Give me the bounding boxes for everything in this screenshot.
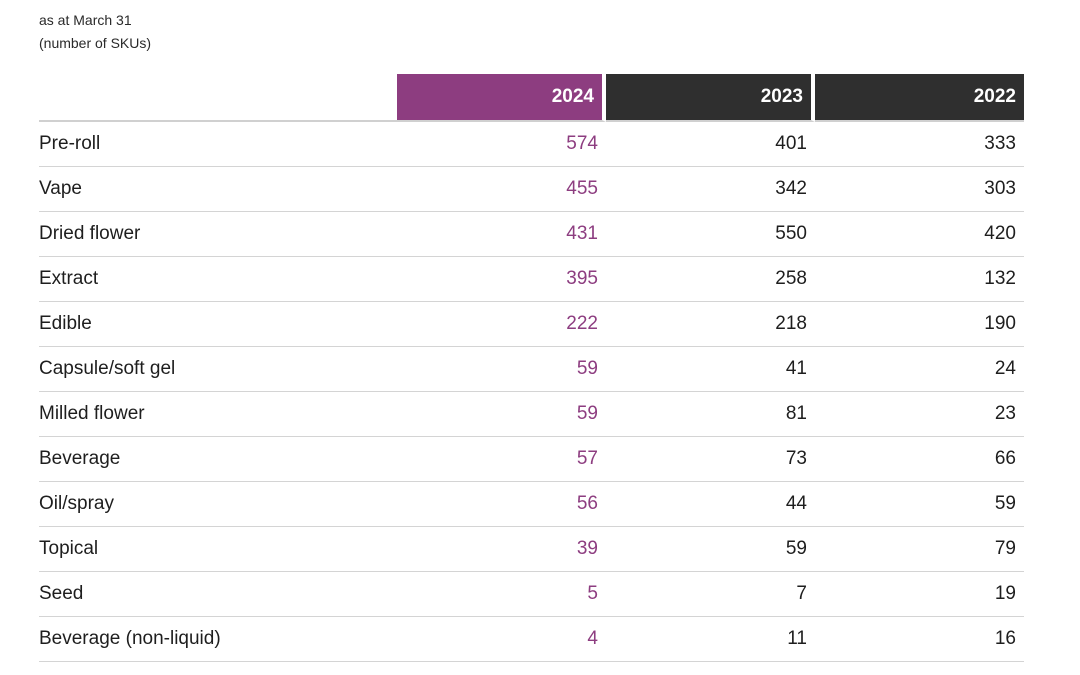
table-row: Edible 222 218 190	[39, 302, 1024, 347]
cell-2022: 19	[815, 572, 1024, 617]
table-row: Seed 5 7 19	[39, 572, 1024, 617]
table-row: Topical 39 59 79	[39, 527, 1024, 572]
row-label: Dried flower	[39, 212, 397, 257]
cell-2022: 79	[815, 527, 1024, 572]
cell-2023: 401	[606, 122, 815, 167]
table-row: Capsule/soft gel 59 41 24	[39, 347, 1024, 392]
row-label: Beverage (non-liquid)	[39, 617, 397, 662]
row-label: Capsule/soft gel	[39, 347, 397, 392]
header-year-2022: 2022	[815, 74, 1024, 122]
cell-2024: 57	[397, 437, 606, 482]
table-row: Oil/spray 56 44 59	[39, 482, 1024, 527]
header-year-2024: 2024	[397, 74, 606, 122]
row-label: Pre-roll	[39, 122, 397, 167]
header-blank-cell	[39, 74, 397, 122]
cell-2024: 574	[397, 122, 606, 167]
cell-2022: 16	[815, 617, 1024, 662]
table-row: Milled flower 59 81 23	[39, 392, 1024, 437]
cell-2022: 333	[815, 122, 1024, 167]
row-label: Beverage	[39, 437, 397, 482]
table-row: Beverage (non-liquid) 4 11 16	[39, 617, 1024, 662]
sku-table: 2024 2023 2022 Pre-roll 574 401 333 Vape 455 3…	[39, 74, 1024, 662]
cell-2024: 4	[397, 617, 606, 662]
cell-2023: 550	[606, 212, 815, 257]
row-label: Edible	[39, 302, 397, 347]
cell-2023: 59	[606, 527, 815, 572]
cell-2024: 39	[397, 527, 606, 572]
cell-2024: 56	[397, 482, 606, 527]
cell-2023: 7	[606, 572, 815, 617]
cell-2023: 258	[606, 257, 815, 302]
caption-date: as at March 31	[39, 12, 132, 28]
table-row: Pre-roll 574 401 333	[39, 122, 1024, 167]
cell-2022: 303	[815, 167, 1024, 212]
cell-2022: 190	[815, 302, 1024, 347]
cell-2023: 41	[606, 347, 815, 392]
row-label: Vape	[39, 167, 397, 212]
header-year-2023: 2023	[606, 74, 815, 122]
table-body: Pre-roll 574 401 333 Vape 455 342 303 Dried flow…	[39, 122, 1024, 662]
cell-2023: 342	[606, 167, 815, 212]
caption-unit: (number of SKUs)	[39, 35, 152, 51]
header-row: 2024 2023 2022	[39, 74, 1024, 122]
row-label: Seed	[39, 572, 397, 617]
cell-2024: 5	[397, 572, 606, 617]
cell-2022: 420	[815, 212, 1024, 257]
cell-2024: 431	[397, 212, 606, 257]
cell-2024: 395	[397, 257, 606, 302]
cell-2022: 132	[815, 257, 1024, 302]
row-label: Oil/spray	[39, 482, 397, 527]
cell-2022: 24	[815, 347, 1024, 392]
cell-2024: 59	[397, 392, 606, 437]
cell-2024: 455	[397, 167, 606, 212]
cell-2022: 23	[815, 392, 1024, 437]
table-caption: as at March 31 (number of SKUs)	[39, 9, 151, 55]
cell-2023: 11	[606, 617, 815, 662]
cell-2023: 218	[606, 302, 815, 347]
cell-2023: 44	[606, 482, 815, 527]
cell-2023: 81	[606, 392, 815, 437]
table-row: Vape 455 342 303	[39, 167, 1024, 212]
row-label: Extract	[39, 257, 397, 302]
row-label: Topical	[39, 527, 397, 572]
table-row: Dried flower 431 550 420	[39, 212, 1024, 257]
cell-2022: 59	[815, 482, 1024, 527]
table-row: Extract 395 258 132	[39, 257, 1024, 302]
cell-2024: 222	[397, 302, 606, 347]
table-row: Beverage 57 73 66	[39, 437, 1024, 482]
row-label: Milled flower	[39, 392, 397, 437]
cell-2022: 66	[815, 437, 1024, 482]
cell-2024: 59	[397, 347, 606, 392]
cell-2023: 73	[606, 437, 815, 482]
